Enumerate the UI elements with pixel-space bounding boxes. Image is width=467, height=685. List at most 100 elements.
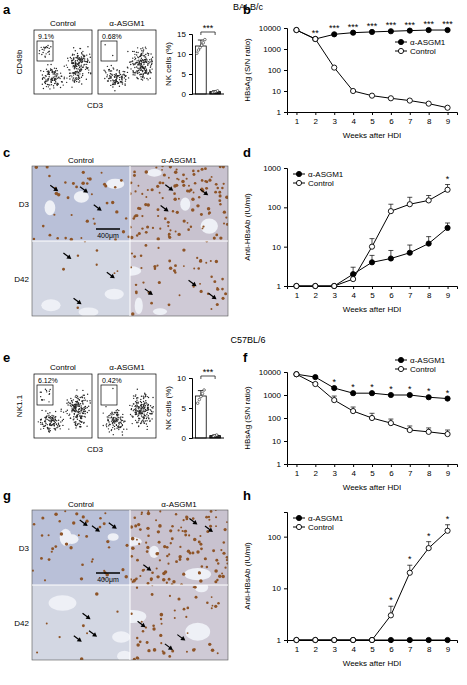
tick: 2: [314, 112, 319, 126]
flow-plot: α-ASGM10.42%: [98, 363, 156, 438]
x-axis-title: Weeks after HDI: [343, 659, 402, 668]
stained-cell: [172, 210, 174, 212]
event-dot: [72, 60, 73, 61]
significance: *: [389, 384, 393, 394]
event-dot: [72, 66, 73, 67]
event-dot: [78, 75, 79, 76]
event-dot: [107, 420, 108, 421]
stained-cell: [35, 166, 38, 169]
event-dot: [74, 410, 75, 411]
event-dot: [118, 410, 119, 411]
stained-cell: [146, 225, 149, 228]
event-dot: [135, 405, 136, 406]
stained-cell: [196, 204, 199, 207]
event-dot: [73, 418, 74, 419]
event-dot: [51, 82, 52, 83]
event-dot: [143, 418, 144, 419]
image-divider: [32, 241, 228, 242]
micrograph: [130, 166, 228, 241]
event-dot: [79, 80, 80, 81]
stained-cell: [130, 236, 133, 240]
event-dot: [72, 410, 73, 411]
event-dot: [43, 428, 44, 429]
event-dot: [48, 78, 49, 79]
marker: [332, 637, 337, 642]
panel-letter: h: [243, 488, 251, 503]
event-dot: [74, 413, 75, 414]
event-dot: [112, 86, 113, 87]
event-dot: [135, 410, 136, 411]
tick-label: 9: [446, 291, 451, 300]
event-dot: [75, 404, 76, 405]
marker: [388, 256, 393, 261]
tissue: [32, 510, 130, 585]
event-dot: [106, 426, 107, 427]
event-dot: [143, 68, 144, 69]
event-dot: [129, 405, 130, 406]
event-dot: [119, 86, 120, 87]
event-dot: [78, 62, 79, 63]
event-dot: [130, 414, 131, 415]
event-dot: [114, 412, 115, 413]
event-dot: [72, 80, 73, 81]
tick-mark: [353, 112, 354, 115]
event-dot: [140, 76, 141, 77]
event-dot: [74, 405, 75, 406]
event-dot: [63, 419, 64, 420]
event-dot: [113, 417, 114, 418]
event-dot: [143, 49, 144, 50]
event-dot: [116, 77, 117, 78]
tick-label: 100: [268, 414, 282, 423]
event-dot: [56, 84, 57, 85]
event-dot: [53, 77, 54, 78]
marks: [196, 38, 221, 94]
stained-cell: [182, 184, 185, 187]
stained-cell: [33, 238, 35, 240]
event-dot: [113, 422, 114, 423]
tick-mark: [334, 464, 335, 467]
event-dot: [137, 64, 138, 65]
event-dot: [45, 418, 46, 419]
stained-cell: [202, 225, 204, 227]
event-dot: [137, 56, 138, 57]
event-dot: [113, 418, 114, 419]
arrow-head: [97, 206, 102, 211]
event-dot: [80, 68, 81, 69]
event-dot: [138, 63, 139, 64]
event-dot: [138, 415, 139, 416]
event-dot: [78, 408, 79, 409]
stained-cell: [106, 202, 109, 205]
event-dot: [82, 413, 83, 414]
tick-mark: [391, 286, 392, 289]
event-dot: [71, 76, 72, 77]
event-dot: [72, 405, 73, 406]
event-dot: [71, 58, 72, 59]
event-dot: [44, 421, 45, 422]
event-dot: [120, 74, 121, 75]
event-dot: [124, 85, 125, 86]
event-dot: [43, 426, 44, 427]
tick-label: 8: [427, 469, 432, 478]
tick: 5: [182, 70, 192, 79]
tick-label: 10: [177, 50, 186, 59]
event-dot: [133, 403, 134, 404]
event-dot: [146, 62, 147, 63]
event-dot: [74, 81, 75, 82]
tick-label: 100: [268, 533, 282, 542]
event-dot: [46, 415, 47, 416]
event-dot: [138, 60, 139, 61]
event-dot: [146, 410, 147, 411]
event-dot: [75, 66, 76, 67]
data-point: [200, 44, 203, 47]
stained-cell: [201, 179, 204, 182]
event-dot: [136, 402, 137, 403]
tick-label: 2: [314, 291, 319, 300]
event-dot: [51, 84, 52, 85]
stained-cell: [198, 196, 200, 198]
event-dot: [146, 416, 147, 417]
stained-cell: [46, 166, 49, 169]
event-dot: [122, 425, 123, 426]
stained-cell: [174, 170, 178, 174]
event-dot: [111, 74, 112, 75]
event-dot: [81, 416, 82, 417]
